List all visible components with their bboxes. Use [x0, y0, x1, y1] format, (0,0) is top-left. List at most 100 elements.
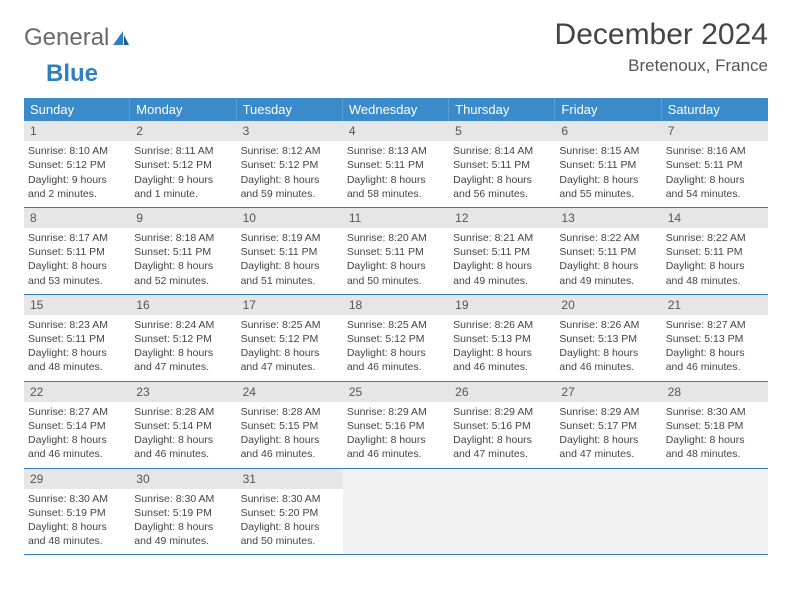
day-number: 6 — [555, 121, 661, 141]
day-cell: 3Sunrise: 8:12 AMSunset: 5:12 PMDaylight… — [237, 121, 343, 207]
day-cell: 15Sunrise: 8:23 AMSunset: 5:11 PMDayligh… — [24, 295, 130, 381]
day-cell: 28Sunrise: 8:30 AMSunset: 5:18 PMDayligh… — [662, 382, 768, 468]
sunset-text: Sunset: 5:14 PM — [134, 419, 232, 433]
sunset-text: Sunset: 5:11 PM — [666, 158, 764, 172]
daylight-text: Daylight: 8 hours and 46 minutes. — [347, 433, 445, 461]
sunset-text: Sunset: 5:12 PM — [241, 332, 339, 346]
sunrise-text: Sunrise: 8:27 AM — [28, 405, 126, 419]
week-row: 1Sunrise: 8:10 AMSunset: 5:12 PMDaylight… — [24, 121, 768, 208]
daylight-text: Daylight: 8 hours and 54 minutes. — [666, 173, 764, 201]
day-cell: 23Sunrise: 8:28 AMSunset: 5:14 PMDayligh… — [130, 382, 236, 468]
day-cell: 24Sunrise: 8:28 AMSunset: 5:15 PMDayligh… — [237, 382, 343, 468]
day-number: 5 — [449, 121, 555, 141]
day-number: 12 — [449, 208, 555, 228]
day-number: 9 — [130, 208, 236, 228]
sunrise-text: Sunrise: 8:30 AM — [666, 405, 764, 419]
daylight-text: Daylight: 8 hours and 50 minutes. — [241, 520, 339, 548]
day-cell: 9Sunrise: 8:18 AMSunset: 5:11 PMDaylight… — [130, 208, 236, 294]
week-row: 8Sunrise: 8:17 AMSunset: 5:11 PMDaylight… — [24, 208, 768, 295]
sunset-text: Sunset: 5:13 PM — [666, 332, 764, 346]
logo-sail-icon — [111, 29, 131, 47]
day-number: 3 — [237, 121, 343, 141]
sunrise-text: Sunrise: 8:26 AM — [453, 318, 551, 332]
sunrise-text: Sunrise: 8:12 AM — [241, 144, 339, 158]
empty-cell — [343, 469, 449, 555]
sunset-text: Sunset: 5:15 PM — [241, 419, 339, 433]
dh-sat: Saturday — [662, 98, 768, 121]
sunrise-text: Sunrise: 8:22 AM — [559, 231, 657, 245]
daylight-text: Daylight: 8 hours and 46 minutes. — [28, 433, 126, 461]
daylight-text: Daylight: 8 hours and 52 minutes. — [134, 259, 232, 287]
sunrise-text: Sunrise: 8:30 AM — [28, 492, 126, 506]
daylight-text: Daylight: 9 hours and 2 minutes. — [28, 173, 126, 201]
daylight-text: Daylight: 8 hours and 47 minutes. — [241, 346, 339, 374]
sunrise-text: Sunrise: 8:11 AM — [134, 144, 232, 158]
week-row: 15Sunrise: 8:23 AMSunset: 5:11 PMDayligh… — [24, 295, 768, 382]
day-cell: 7Sunrise: 8:16 AMSunset: 5:11 PMDaylight… — [662, 121, 768, 207]
day-number: 31 — [237, 469, 343, 489]
dh-sun: Sunday — [24, 98, 130, 121]
sunset-text: Sunset: 5:19 PM — [28, 506, 126, 520]
empty-cell — [449, 469, 555, 555]
day-cell: 2Sunrise: 8:11 AMSunset: 5:12 PMDaylight… — [130, 121, 236, 207]
sunset-text: Sunset: 5:14 PM — [28, 419, 126, 433]
day-cell: 31Sunrise: 8:30 AMSunset: 5:20 PMDayligh… — [237, 469, 343, 555]
day-number: 4 — [343, 121, 449, 141]
daylight-text: Daylight: 8 hours and 50 minutes. — [347, 259, 445, 287]
sunset-text: Sunset: 5:11 PM — [347, 245, 445, 259]
day-number: 25 — [343, 382, 449, 402]
day-number: 26 — [449, 382, 555, 402]
daylight-text: Daylight: 8 hours and 49 minutes. — [559, 259, 657, 287]
day-cell: 8Sunrise: 8:17 AMSunset: 5:11 PMDaylight… — [24, 208, 130, 294]
daylight-text: Daylight: 8 hours and 47 minutes. — [134, 346, 232, 374]
day-number: 23 — [130, 382, 236, 402]
sunset-text: Sunset: 5:13 PM — [559, 332, 657, 346]
day-cell: 22 Sunrise: 8:27 AMSunset: 5:14 PMDayligh… — [24, 382, 130, 468]
daylight-text: Daylight: 8 hours and 48 minutes. — [666, 259, 764, 287]
daylight-text: Daylight: 8 hours and 56 minutes. — [453, 173, 551, 201]
day-cell: 20Sunrise: 8:26 AMSunset: 5:13 PMDayligh… — [555, 295, 661, 381]
daylight-text: Daylight: 8 hours and 48 minutes. — [28, 520, 126, 548]
daylight-text: Daylight: 8 hours and 49 minutes. — [453, 259, 551, 287]
day-number: 29 — [24, 469, 130, 489]
day-cell: 11Sunrise: 8:20 AMSunset: 5:11 PMDayligh… — [343, 208, 449, 294]
sunrise-text: Sunrise: 8:23 AM — [28, 318, 126, 332]
logo: General — [24, 18, 131, 52]
empty-cell — [555, 469, 661, 555]
daylight-text: Daylight: 8 hours and 46 minutes. — [666, 346, 764, 374]
day-cell: 5Sunrise: 8:14 AMSunset: 5:11 PMDaylight… — [449, 121, 555, 207]
day-number: 2 — [130, 121, 236, 141]
sunrise-text: Sunrise: 8:25 AM — [347, 318, 445, 332]
location: Bretenoux, France — [555, 56, 768, 76]
week-row: 29Sunrise: 8:30 AMSunset: 5:19 PMDayligh… — [24, 469, 768, 556]
daylight-text: Daylight: 8 hours and 51 minutes. — [241, 259, 339, 287]
day-number: 16 — [130, 295, 236, 315]
day-cell: 10Sunrise: 8:19 AMSunset: 5:11 PMDayligh… — [237, 208, 343, 294]
day-number: 15 — [24, 295, 130, 315]
sunset-text: Sunset: 5:12 PM — [134, 158, 232, 172]
daylight-text: Daylight: 8 hours and 47 minutes. — [453, 433, 551, 461]
day-cell: 12Sunrise: 8:21 AMSunset: 5:11 PMDayligh… — [449, 208, 555, 294]
sunrise-text: Sunrise: 8:26 AM — [559, 318, 657, 332]
sunrise-text: Sunrise: 8:24 AM — [134, 318, 232, 332]
sunset-text: Sunset: 5:12 PM — [347, 332, 445, 346]
day-number: 1 — [24, 121, 130, 141]
daylight-text: Daylight: 8 hours and 49 minutes. — [134, 520, 232, 548]
sunset-text: Sunset: 5:17 PM — [559, 419, 657, 433]
day-number: 22 — [24, 382, 130, 402]
sunset-text: Sunset: 5:11 PM — [559, 245, 657, 259]
day-number: 20 — [555, 295, 661, 315]
sunrise-text: Sunrise: 8:13 AM — [347, 144, 445, 158]
daylight-text: Daylight: 8 hours and 46 minutes. — [347, 346, 445, 374]
day-cell: 13Sunrise: 8:22 AMSunset: 5:11 PMDayligh… — [555, 208, 661, 294]
day-number: 10 — [237, 208, 343, 228]
day-number: 24 — [237, 382, 343, 402]
title-block: December 2024 Bretenoux, France — [555, 18, 768, 76]
month-title: December 2024 — [555, 18, 768, 52]
sunset-text: Sunset: 5:16 PM — [347, 419, 445, 433]
day-cell: 25Sunrise: 8:29 AMSunset: 5:16 PMDayligh… — [343, 382, 449, 468]
sunrise-text: Sunrise: 8:27 AM — [666, 318, 764, 332]
day-cell: 18Sunrise: 8:25 AMSunset: 5:12 PMDayligh… — [343, 295, 449, 381]
sunrise-text: Sunrise: 8:30 AM — [241, 492, 339, 506]
day-cell: 1Sunrise: 8:10 AMSunset: 5:12 PMDaylight… — [24, 121, 130, 207]
